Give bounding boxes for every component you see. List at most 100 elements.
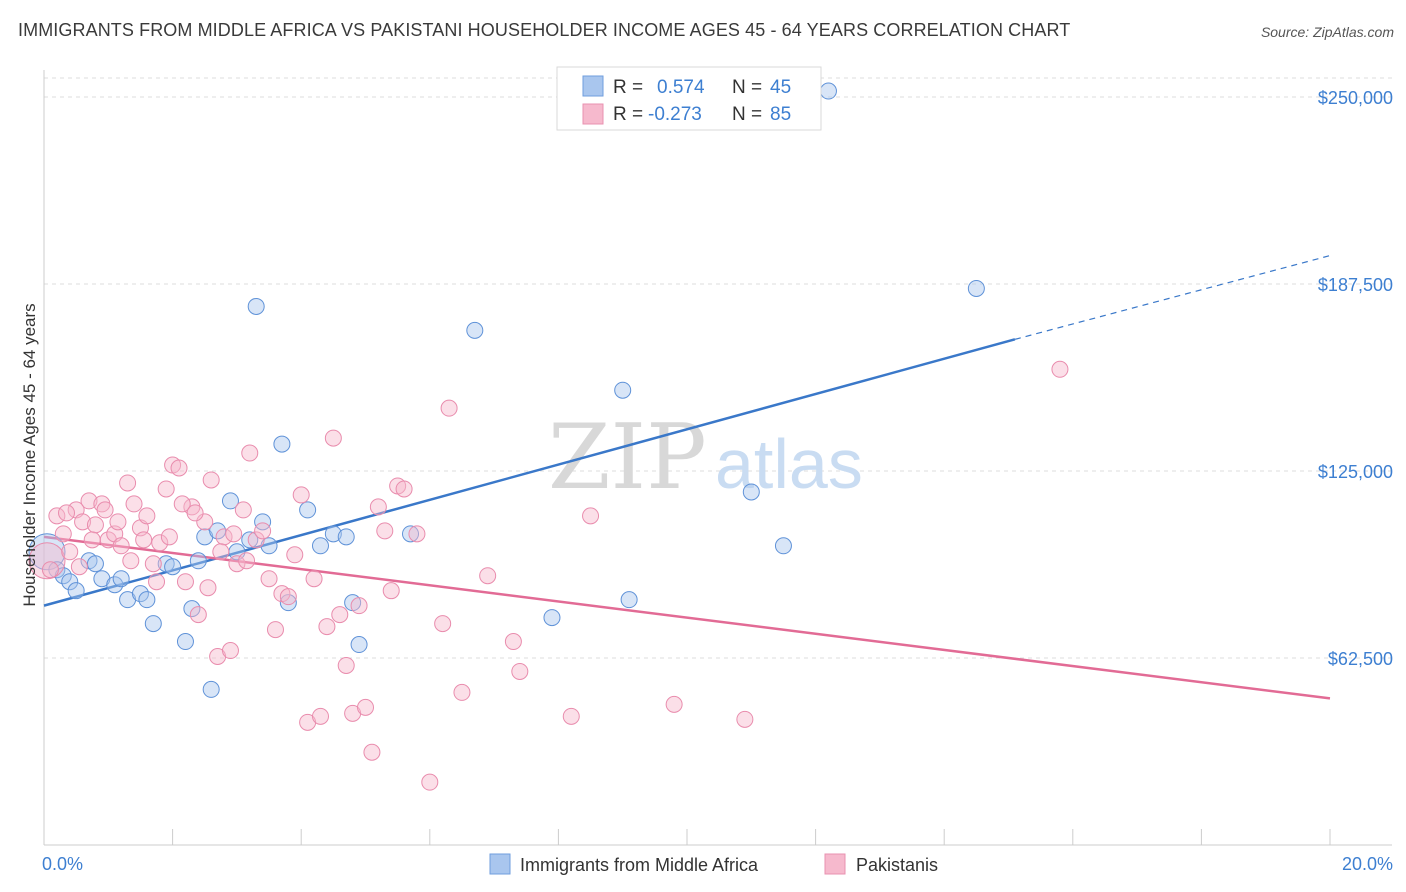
y-tick-label: $125,000	[1318, 462, 1393, 482]
point-pakistanis	[1051, 360, 1069, 378]
point-middle-africa	[28, 533, 66, 571]
point-pakistanis	[144, 555, 162, 573]
point-middle-africa	[189, 552, 207, 570]
y-tick-labels: $62,500 $125,000 $187,500 $250,000	[1318, 88, 1393, 669]
point-pakistanis	[202, 471, 220, 489]
bottom-legend-label-pakistanis: Pakistanis	[856, 855, 938, 875]
point-pakistanis	[504, 633, 522, 651]
point-pakistanis	[369, 498, 387, 516]
point-pakistanis	[157, 480, 175, 498]
point-pakistanis	[337, 656, 355, 674]
point-pakistanis	[58, 504, 76, 522]
watermark: ZIP atlas	[548, 405, 863, 510]
trend-line-middle-africa	[43, 338, 1016, 607]
point-middle-africa	[112, 570, 130, 588]
point-pakistanis	[421, 773, 439, 791]
point-middle-africa	[67, 582, 85, 600]
point-middle-africa	[967, 279, 985, 297]
point-pakistanis	[318, 618, 336, 636]
point-pakistanis	[148, 573, 166, 591]
point-pakistanis	[286, 546, 304, 564]
point-middle-africa	[48, 561, 66, 579]
axes	[43, 70, 1392, 846]
point-middle-africa	[61, 573, 79, 591]
y-tick-label: $62,500	[1328, 649, 1393, 669]
point-pakistanis	[199, 579, 217, 597]
point-pakistanis	[292, 486, 310, 504]
point-pakistanis	[83, 531, 101, 549]
point-pakistanis	[112, 537, 130, 555]
point-middle-africa	[819, 82, 837, 100]
point-pakistanis	[479, 567, 497, 585]
point-middle-africa	[402, 525, 420, 543]
point-pakistanis	[189, 606, 207, 624]
point-pakistanis	[186, 504, 204, 522]
point-pakistanis	[212, 543, 230, 561]
point-pakistanis	[221, 642, 239, 660]
point-pakistanis	[324, 429, 342, 447]
legend-n-label-2: N =	[732, 104, 762, 125]
point-pakistanis	[266, 621, 284, 639]
point-pakistanis	[176, 573, 194, 591]
source-label: Source: ZipAtlas.com	[1260, 24, 1394, 40]
point-middle-africa	[86, 555, 104, 573]
point-middle-africa	[221, 492, 239, 510]
point-pakistanis	[562, 707, 580, 725]
point-pakistanis	[241, 444, 259, 462]
point-pakistanis	[434, 615, 452, 633]
watermark-atlas: atlas	[715, 425, 863, 503]
point-middle-africa	[742, 483, 760, 501]
x-tick-labels: 0.0% 20.0%	[42, 854, 1393, 874]
point-pakistanis	[363, 743, 381, 761]
point-pakistanis	[305, 570, 323, 588]
point-pakistanis	[138, 507, 156, 525]
bottom-legend: Immigrants from Middle Africa Pakistanis	[489, 853, 938, 875]
point-pakistanis	[395, 480, 413, 498]
point-pakistanis	[247, 531, 265, 549]
point-pakistanis	[440, 399, 458, 417]
legend-r-label-2: R =	[613, 104, 643, 125]
legend-r-label-1: R =	[613, 77, 643, 98]
point-pakistanis	[238, 552, 256, 570]
point-pakistanis	[170, 459, 188, 477]
point-middle-africa	[543, 609, 561, 627]
point-pakistanis	[151, 534, 169, 552]
bottom-legend-swatch-pakistanis	[824, 853, 846, 875]
point-pakistanis	[119, 474, 137, 492]
point-pakistanis	[80, 492, 98, 510]
point-middle-africa	[202, 680, 220, 698]
point-pakistanis	[74, 513, 92, 531]
point-middle-africa	[614, 381, 632, 399]
point-pakistanis	[54, 525, 72, 543]
point-middle-africa	[273, 435, 291, 453]
point-pakistanis	[61, 543, 79, 561]
point-pakistanis	[41, 561, 59, 579]
point-middle-africa	[254, 513, 272, 531]
y-axis-label: Householder Income Ages 45 - 64 years	[20, 303, 39, 606]
point-middle-africa	[350, 636, 368, 654]
data-points	[28, 82, 1069, 791]
point-pakistanis	[122, 552, 140, 570]
point-middle-africa	[299, 501, 317, 519]
point-middle-africa	[241, 531, 259, 549]
point-pakistanis	[28, 542, 66, 580]
x-tick-label-start: 0.0%	[42, 854, 83, 874]
legend-swatch-pakistanis	[582, 103, 604, 125]
point-pakistanis	[582, 507, 600, 525]
x-tick-label-end: 20.0%	[1342, 854, 1393, 874]
point-middle-africa	[131, 585, 149, 603]
y-tick-label: $187,500	[1318, 275, 1393, 295]
point-pakistanis	[665, 695, 683, 713]
watermark-zip: ZIP	[548, 405, 707, 510]
legend-n-value-2: 85	[770, 104, 791, 125]
point-pakistanis	[260, 570, 278, 588]
point-pakistanis	[736, 710, 754, 728]
legend-r-value-2: -0.273	[648, 104, 702, 125]
point-middle-africa	[247, 297, 265, 315]
point-pakistanis	[70, 558, 88, 576]
trend-line-extension	[1014, 254, 1331, 340]
point-pakistanis	[511, 662, 529, 680]
point-pakistanis	[48, 507, 66, 525]
bottom-legend-swatch-middle-africa	[489, 853, 511, 875]
